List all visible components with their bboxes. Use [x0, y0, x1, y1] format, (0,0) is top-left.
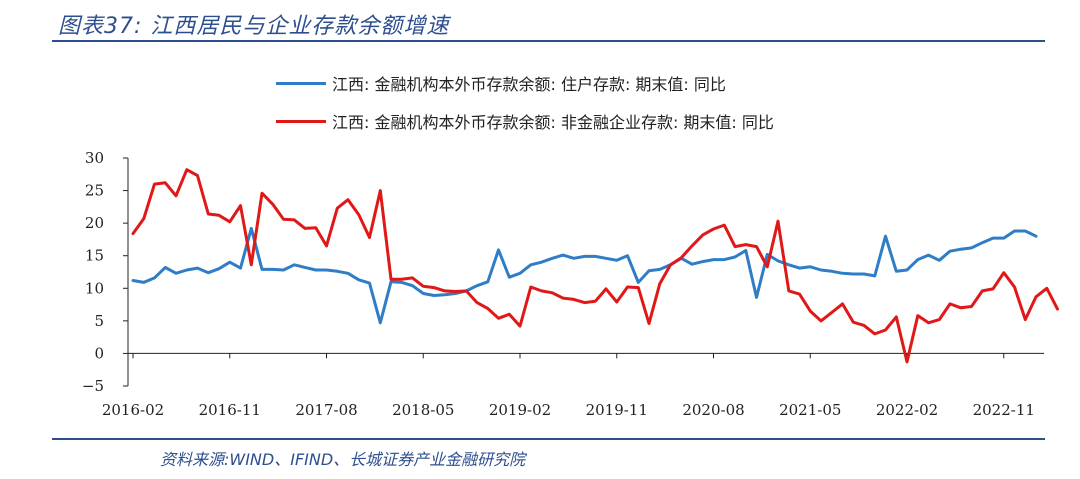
y-tick-label: 30	[85, 149, 104, 167]
y-tick-label: 10	[85, 279, 104, 297]
y-tick-label: 15	[85, 247, 104, 265]
x-tick-label: 2019-11	[586, 401, 648, 419]
chart-axes: −5 0 5 10 15 20 25 30 2016-02 2016-11 2017-08 2018-…	[82, 149, 1044, 419]
legend-swatch-household	[276, 81, 326, 85]
x-tick-label: 2021-05	[779, 401, 841, 419]
y-tick-label: 25	[85, 182, 104, 200]
x-tick-label: 2022-02	[876, 401, 938, 419]
x-tick-label: 2022-11	[973, 401, 1035, 419]
y-tick-label: 20	[85, 214, 104, 232]
legend-item-corporate: 江西: 金融机构本外币存款余额: 非金融企业存款: 期末值: 同比	[276, 102, 774, 140]
y-tick-label: −5	[82, 377, 104, 395]
chart-title: 图表37: 江西居民与企业存款余额增速	[58, 14, 450, 39]
series-line-household	[131, 226, 1038, 325]
x-tick-label: 2016-11	[199, 401, 261, 419]
chart-series	[131, 168, 1059, 364]
legend-label-household: 江西: 金融机构本外币存款余额: 住户存款: 期末值: 同比	[332, 75, 726, 94]
x-tick-label: 2017-08	[295, 401, 357, 419]
x-tick-label: 2016-02	[102, 401, 164, 419]
x-tick-label: 2020-08	[682, 401, 744, 419]
footer-divider	[52, 438, 1045, 440]
chart-legend: 江西: 金融机构本外币存款余额: 住户存款: 期末值: 同比 江西: 金融机构本…	[276, 64, 774, 140]
title-divider	[52, 40, 1045, 42]
legend-item-household: 江西: 金融机构本外币存款余额: 住户存款: 期末值: 同比	[276, 64, 774, 102]
legend-label-corporate: 江西: 金融机构本外币存款余额: 非金融企业存款: 期末值: 同比	[332, 113, 774, 132]
series-line-corporate	[131, 168, 1059, 364]
source-note: 资料来源:WIND、IFIND、长城证券产业金融研究院	[160, 450, 526, 469]
legend-swatch-corporate	[276, 119, 326, 123]
x-tick-label: 2019-02	[489, 401, 551, 419]
y-tick-label: 5	[94, 312, 104, 330]
y-tick-label: 0	[94, 344, 104, 362]
x-tick-label: 2018-05	[392, 401, 454, 419]
